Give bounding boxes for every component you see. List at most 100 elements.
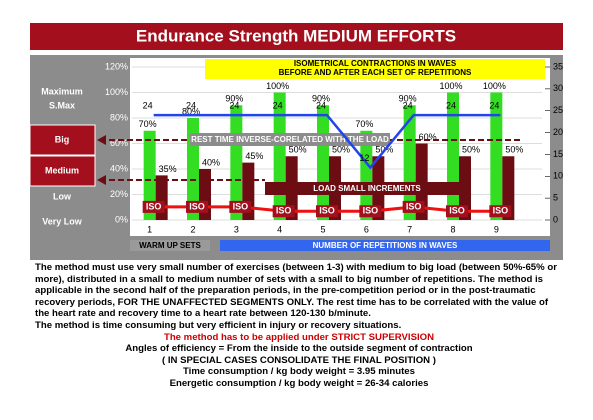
iso-box: [272, 205, 295, 218]
data-label: 24: [186, 100, 196, 110]
bar: [273, 92, 286, 220]
warmup-box: [130, 240, 210, 251]
level-label: Medium: [45, 165, 79, 175]
x-tick-label: 2: [190, 224, 195, 234]
y-tick-label: 20%: [110, 189, 128, 199]
line: ( IN SPECIAL CASES CONSOLIDATE THE FINAL…: [162, 354, 436, 366]
bar: [360, 130, 373, 220]
data-label: 50%: [462, 145, 480, 155]
annotation: BEFORE AND AFTER EACH SET OF REPETITIONS: [279, 68, 472, 77]
reps-box: [220, 240, 550, 251]
supervision: The method has to be applied under STRIC…: [163, 331, 435, 343]
x-tick-label: 3: [234, 224, 239, 234]
iso-box: [359, 205, 382, 218]
level-label: Maximum: [41, 86, 83, 96]
data-label: 70%: [139, 119, 157, 129]
paragraph: The method must use very small number of…: [35, 262, 557, 320]
y2-tick-label: 15: [553, 149, 563, 159]
data-label: 24: [489, 100, 499, 110]
data-label: 100%: [266, 81, 289, 91]
line: [153, 113, 501, 170]
iso-box: [229, 200, 252, 213]
iso-label: ISO: [146, 201, 162, 211]
annotation-box: [190, 133, 390, 146]
level-label: S.Max: [49, 100, 75, 110]
chart: Endurance Strength MEDIUM EFFORTS Maximu…: [29, 23, 563, 260]
bar: [447, 92, 459, 220]
y2-tick-label: 25: [553, 105, 563, 115]
annotation: REST TIME INVERSE-CORELATED WITH THE LOA…: [191, 135, 389, 144]
line: Energetic consumption / kg body weight =…: [169, 377, 429, 389]
data-label: 24: [446, 100, 456, 110]
data-label: 40%: [202, 157, 220, 167]
x-tick-label: 8: [450, 224, 455, 234]
data-label: 50%: [505, 145, 523, 155]
bar: [502, 156, 515, 220]
iso-box: [446, 205, 468, 218]
paragraph: The method is time consuming but very ef…: [35, 319, 402, 331]
data-label: 50%: [289, 145, 307, 155]
annotation: WARM UP SETS: [139, 241, 201, 250]
text-block: The method must use very small number of…: [35, 262, 563, 390]
level-label: Low: [53, 191, 72, 201]
level-box: [29, 155, 96, 187]
level-box: [29, 124, 96, 156]
data-label: 24: [273, 100, 283, 110]
arrow-head: [97, 135, 106, 145]
annotation: ISOMETRICAL CONTRACTIONS IN WAVES: [294, 59, 457, 68]
data-label: 24: [229, 100, 239, 110]
iso-band: [205, 59, 545, 79]
bar: [155, 175, 168, 220]
annotation: LOAD SMALL INCREMENTS: [313, 184, 421, 193]
data-label: 24: [316, 100, 326, 110]
data-label: 90%: [399, 94, 417, 104]
data-label: 100%: [483, 81, 506, 91]
arrow-head: [97, 175, 106, 185]
level-label: Very Low: [42, 216, 83, 226]
data-label: 60%: [419, 132, 437, 142]
iso-label: ISO: [276, 206, 292, 216]
bar: [415, 143, 428, 220]
y-tick-label: 60%: [110, 138, 128, 148]
y-tick-label: 80%: [110, 112, 128, 122]
iso-box: [142, 200, 165, 213]
y2-tick-label: 30: [553, 83, 563, 93]
data-label: 100%: [439, 81, 462, 91]
iso-box: [316, 205, 338, 218]
y-tick-label: 0%: [115, 214, 128, 224]
data-label: 70%: [355, 119, 373, 129]
annotation-box: [265, 182, 470, 195]
iso-label: ISO: [233, 201, 249, 211]
title-bar: [30, 23, 563, 50]
data-label: 12: [359, 153, 369, 163]
data-label: 50%: [332, 145, 350, 155]
line: Angles of efficiency = From the inside t…: [125, 343, 473, 355]
data-label: 90%: [225, 94, 243, 104]
iso-box: [186, 200, 208, 213]
line: Time consumption / kg body weight = 3.95…: [183, 366, 415, 378]
data-label: 24: [403, 100, 413, 110]
y2-tick-label: 35: [553, 61, 563, 71]
bar: [317, 105, 329, 220]
x-tick-label: 5: [320, 224, 325, 234]
data-label: 90%: [312, 94, 330, 104]
x-tick-label: 9: [494, 224, 499, 234]
iso-label: ISO: [449, 206, 465, 216]
y2-tick-label: 5: [553, 193, 558, 203]
y2-tick-label: 20: [553, 127, 563, 137]
y-tick-label: 40%: [110, 163, 128, 173]
data-label: 35%: [159, 164, 177, 174]
x-tick-label: 1: [147, 224, 152, 234]
y-tick-label: 100%: [105, 87, 128, 97]
iso-label: ISO: [189, 201, 205, 211]
data-label: 80%: [182, 106, 200, 116]
iso-label: ISO: [319, 206, 335, 216]
bar: [143, 130, 156, 220]
level-label: Big: [55, 134, 70, 144]
chart-title: Endurance Strength MEDIUM EFFORTS: [136, 26, 456, 45]
iso-label: ISO: [363, 206, 379, 216]
iso-label: ISO: [493, 206, 509, 216]
data-label: 24: [143, 100, 153, 110]
y-tick-label: 120%: [105, 61, 128, 71]
